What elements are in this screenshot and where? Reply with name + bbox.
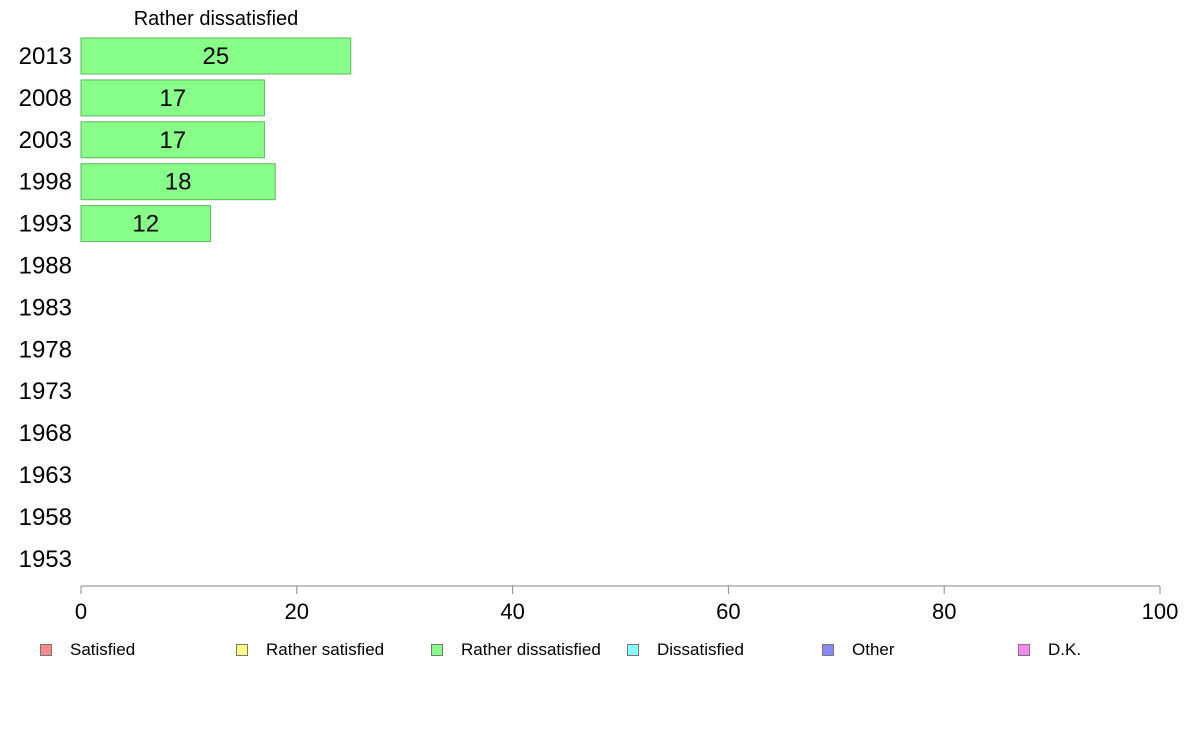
y-tick-label: 1983 [19,294,72,321]
x-axis: 0 20 40 60 80 100 [75,585,1179,624]
legend-swatch [40,644,52,656]
bar [80,79,265,117]
bar [80,37,352,75]
legend-item: Dissatisfied [627,638,744,662]
y-tick-label: 1988 [19,253,72,280]
y-tick-label: 1958 [19,504,72,531]
legend-item: Rather dissatisfied [431,638,601,662]
bar [80,163,276,201]
bar [80,121,265,159]
y-tick-label: 1953 [19,546,72,573]
legend-swatch [431,644,443,656]
x-tick-label: 20 [285,599,309,624]
y-tick-label: 1963 [19,462,72,489]
y-tick-label: 1993 [19,211,72,238]
legend-swatch [1018,644,1030,656]
legend-label: Rather dissatisfied [461,640,601,659]
y-tick-label: 2003 [19,127,72,154]
legend-label: Other [852,640,895,659]
legend-swatch [236,644,248,656]
legend: Satisfied Rather satisfied Rather dissatis… [0,638,1188,662]
bar-value-label: 17 [159,127,186,154]
chart-title: Rather dissatisfied [134,8,299,30]
x-tick-label: 40 [500,599,524,624]
legend-item: Other [822,638,895,662]
bar [80,205,211,243]
legend-swatch [627,644,639,656]
bar-value-label: 25 [203,43,230,70]
bar-value-label: 18 [165,169,192,196]
y-tick-label: 1978 [19,336,72,363]
x-tick-label: 60 [716,599,740,624]
x-tick-label: 80 [932,599,956,624]
bar-value-label: 17 [159,85,186,112]
legend-label: D.K. [1048,640,1082,659]
y-axis-labels: 2013 2008 2003 1998 1993 1988 1983 1978 1973 1968… [19,43,72,573]
legend-item: Rather satisfied [236,638,384,662]
y-tick-label: 1998 [19,169,72,196]
legend-label: Satisfied [70,640,136,659]
legend-swatch [822,644,834,656]
legend-label: Rather satisfied [266,640,385,659]
y-tick-label: 1968 [19,420,72,447]
legend-item: Satisfied [40,638,135,662]
bar-value-label: 12 [132,211,159,238]
x-tick-label: 100 [1142,599,1179,624]
y-tick-label: 1973 [19,378,72,405]
y-tick-label: 2013 [19,43,72,70]
legend-label: Dissatisfied [657,640,744,659]
y-tick-label: 2008 [19,85,72,112]
x-tick-label: 0 [75,599,87,624]
legend-item: D.K. [1018,638,1081,662]
